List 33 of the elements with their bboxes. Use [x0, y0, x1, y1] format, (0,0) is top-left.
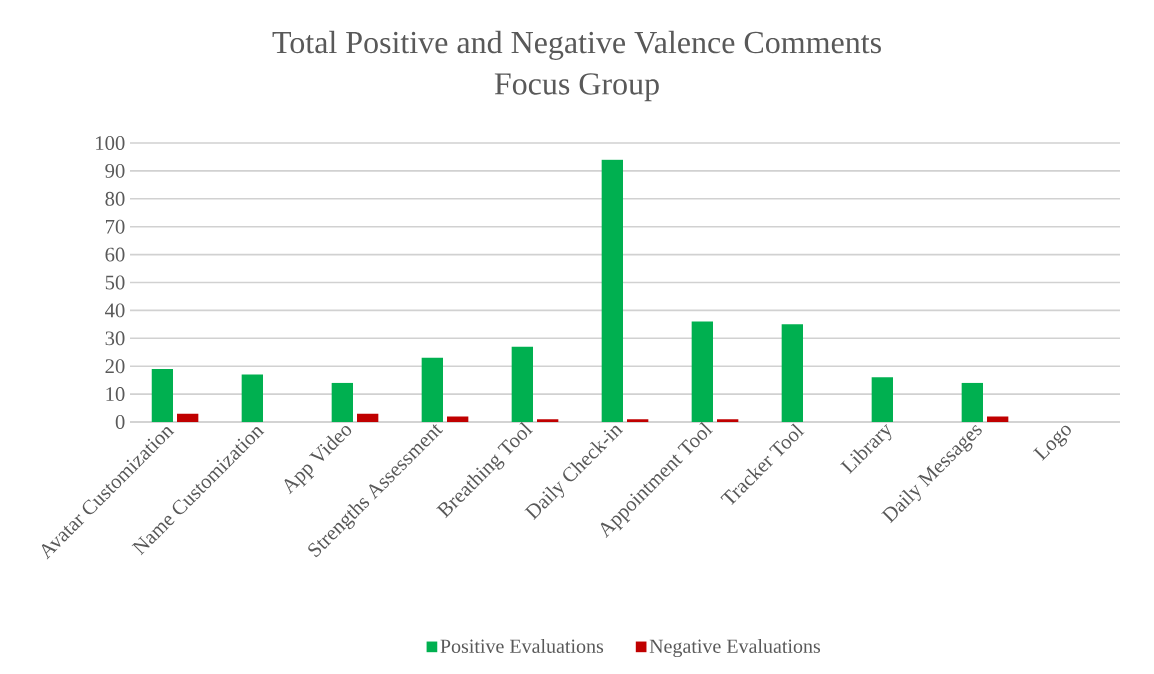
legend-label: Positive Evaluations — [440, 638, 604, 653]
bar — [627, 419, 649, 422]
y-tick-label: 30 — [105, 331, 125, 346]
bar — [537, 419, 559, 422]
bar — [151, 368, 174, 422]
y-tick-label: 0 — [115, 415, 125, 429]
bar — [331, 382, 353, 422]
bar — [717, 419, 739, 422]
y-tick-label: 20 — [105, 359, 125, 374]
bar — [177, 413, 199, 422]
bar — [357, 413, 379, 422]
chart-subtitle: Focus Group — [494, 73, 659, 102]
y-tick-label: 80 — [105, 191, 125, 206]
bar — [987, 416, 1009, 422]
bar — [961, 382, 983, 422]
chart-title: Total Positive and Negative Valence Comments — [272, 30, 881, 60]
bar — [781, 324, 803, 422]
y-tick-label: 40 — [105, 303, 125, 318]
x-tick-label: App Video — [284, 426, 352, 495]
y-tick-label: 60 — [105, 247, 125, 262]
bar — [447, 416, 469, 422]
bar — [691, 321, 713, 422]
bar — [511, 346, 534, 422]
legend-label: Negative Evaluations — [649, 638, 821, 658]
y-tick-label: 90 — [105, 163, 125, 178]
y-tick-label: 50 — [105, 275, 125, 290]
bar — [421, 357, 443, 422]
bar — [241, 374, 264, 422]
bar — [601, 159, 623, 422]
bar — [871, 377, 893, 422]
y-tick-label: 10 — [106, 387, 125, 402]
y-tick-label: 70 — [105, 219, 125, 234]
y-tick-label: 100 — [96, 136, 125, 150]
